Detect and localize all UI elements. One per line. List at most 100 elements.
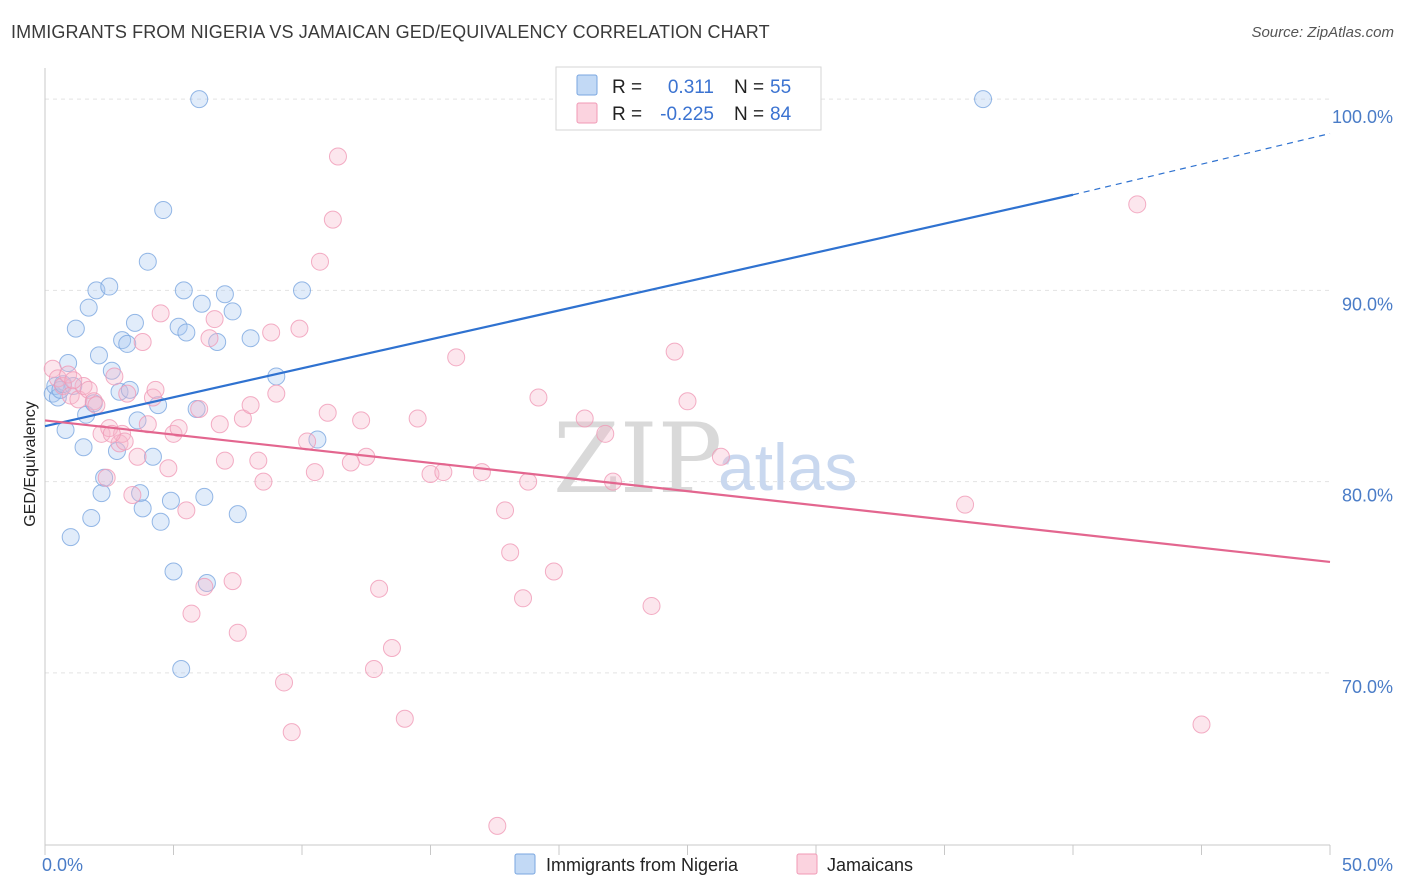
- y-tick-label-1: 80.0%: [1342, 486, 1393, 506]
- jamaicans-point-48: [310, 252, 329, 271]
- nigeria-point-38: [172, 660, 191, 679]
- jamaicans-point-44: [282, 723, 301, 742]
- jamaicans-point-49: [318, 403, 337, 422]
- nigeria-point-17: [92, 484, 111, 503]
- jamaicans-point-37: [233, 409, 252, 428]
- jamaicans-point-61: [434, 463, 453, 482]
- jamaicans-point-43: [275, 673, 294, 692]
- jamaicans-point-74: [642, 596, 661, 615]
- jamaicans-point-62: [447, 348, 466, 367]
- watermark-atlas: atlas: [718, 430, 857, 504]
- y-tick-label-2: 90.0%: [1342, 294, 1393, 314]
- data-points: [43, 90, 1211, 835]
- watermark: ZIP atlas: [553, 403, 857, 515]
- jamaicans-point-42: [267, 384, 286, 403]
- jamaicans-point-19: [133, 333, 152, 352]
- stats-legend-box: [555, 66, 822, 131]
- jamaicans-point-78: [956, 495, 975, 514]
- jamaicans-point-70: [544, 562, 563, 581]
- jamaicans-point-52: [341, 453, 360, 472]
- jamaicans-point-63: [472, 463, 491, 482]
- nigeria-point-31: [143, 447, 162, 466]
- trend-lines: [44, 132, 1331, 564]
- jamaicans-trend-line: [44, 419, 1331, 564]
- nigeria-point-54: [974, 90, 993, 109]
- nigeria-point-19: [100, 277, 119, 296]
- jamaicans-point-59: [408, 409, 427, 428]
- jamaicans-point-18: [128, 447, 147, 466]
- jamaicans-point-11: [97, 468, 116, 487]
- y-tick-label-3: 100.0%: [1332, 107, 1393, 127]
- jamaicans-point-66: [501, 543, 520, 562]
- jamaicans-point-38: [241, 396, 260, 415]
- jamaicans-point-67: [514, 589, 533, 608]
- nigeria-point-36: [164, 562, 183, 581]
- jamaicans-point-2: [53, 377, 72, 395]
- nigeria-point-33: [151, 512, 170, 531]
- jamaicans-point-51: [328, 147, 347, 166]
- jamaicans-point-32: [205, 310, 224, 329]
- legend-r-label-nigeria: R =: [612, 77, 642, 98]
- nigeria-point-30: [138, 252, 157, 271]
- jamaicans-point-7: [79, 380, 98, 399]
- nigeria-point-28: [131, 484, 150, 503]
- nigeria-point-48: [228, 505, 247, 524]
- jamaicans-point-58: [395, 709, 414, 728]
- legend-swatch-jamaicans: [576, 102, 598, 124]
- legend-n-label-jamaicans: N =: [734, 104, 764, 125]
- nigeria-point-9: [66, 319, 85, 338]
- jamaicans-point-81: [64, 371, 83, 390]
- series-legend: Immigrants from Nigeria Jamaicans: [514, 853, 913, 875]
- x-tick-label-1: 50.0%: [1342, 855, 1393, 875]
- jamaicans-point-31: [200, 329, 219, 348]
- jamaicans-point-27: [177, 501, 196, 520]
- jamaicans-point-69: [529, 388, 548, 407]
- bottom-legend-swatch-jamaicans: [796, 853, 818, 875]
- nigeria-point-53: [190, 90, 209, 109]
- nigeria-point-27: [128, 411, 147, 430]
- bottom-legend-label-jamaicans: Jamaicans: [827, 855, 913, 875]
- x-tick-label-0: 0.0%: [42, 855, 83, 875]
- jamaicans-point-33: [210, 415, 229, 434]
- jamaicans-point-45: [290, 319, 309, 338]
- bottom-legend-label-nigeria: Immigrants from Nigeria: [546, 855, 739, 875]
- nigeria-point-35: [161, 491, 180, 510]
- jamaicans-point-28: [182, 604, 201, 623]
- nigeria-point-29: [133, 499, 152, 518]
- jamaicans-point-56: [370, 579, 389, 598]
- jamaicans-point-9: [87, 396, 106, 415]
- axes: [44, 68, 1331, 855]
- nigeria-trend-extension: [1072, 132, 1331, 196]
- nigeria-point-7: [61, 528, 80, 547]
- legend-n-label-nigeria: N =: [734, 77, 764, 98]
- nigeria-point-49: [241, 329, 260, 348]
- nigeria-point-10: [74, 438, 93, 457]
- jamaicans-point-3: [59, 365, 78, 384]
- jamaicans-point-36: [228, 623, 247, 642]
- legend-r-value-jamaicans: -0.225: [660, 104, 714, 125]
- jamaicans-point-26: [169, 419, 188, 438]
- jamaicans-point-34: [215, 451, 234, 470]
- nigeria-point-46: [215, 285, 234, 304]
- x-tick-labels: 0.0% 50.0%: [42, 855, 1393, 875]
- nigeria-point-39: [174, 281, 193, 300]
- jamaicans-point-22: [146, 380, 165, 399]
- jamaicans-point-29: [190, 399, 209, 418]
- nigeria-point-13: [82, 508, 101, 527]
- nigeria-trend-line: [44, 193, 1074, 428]
- jamaicans-point-64: [488, 816, 507, 835]
- chart-title: IMMIGRANTS FROM NIGERIA VS JAMAICAN GED/…: [11, 22, 770, 42]
- jamaicans-point-79: [1128, 195, 1147, 214]
- jamaicans-point-46: [298, 432, 317, 451]
- jamaicans-point-65: [496, 501, 515, 520]
- nigeria-point-26: [125, 313, 144, 332]
- jamaicans-point-75: [665, 342, 684, 361]
- nigeria-point-24: [118, 334, 137, 353]
- y-tick-labels: 70.0% 80.0% 90.0% 100.0%: [1332, 107, 1393, 697]
- nigeria-point-34: [154, 201, 173, 220]
- y-axis-label: GED/Equivalency: [22, 401, 39, 526]
- legend-r-label-jamaicans: R =: [612, 104, 642, 125]
- source-label: Source: ZipAtlas.com: [1251, 24, 1394, 41]
- bottom-legend-swatch-nigeria: [514, 853, 536, 875]
